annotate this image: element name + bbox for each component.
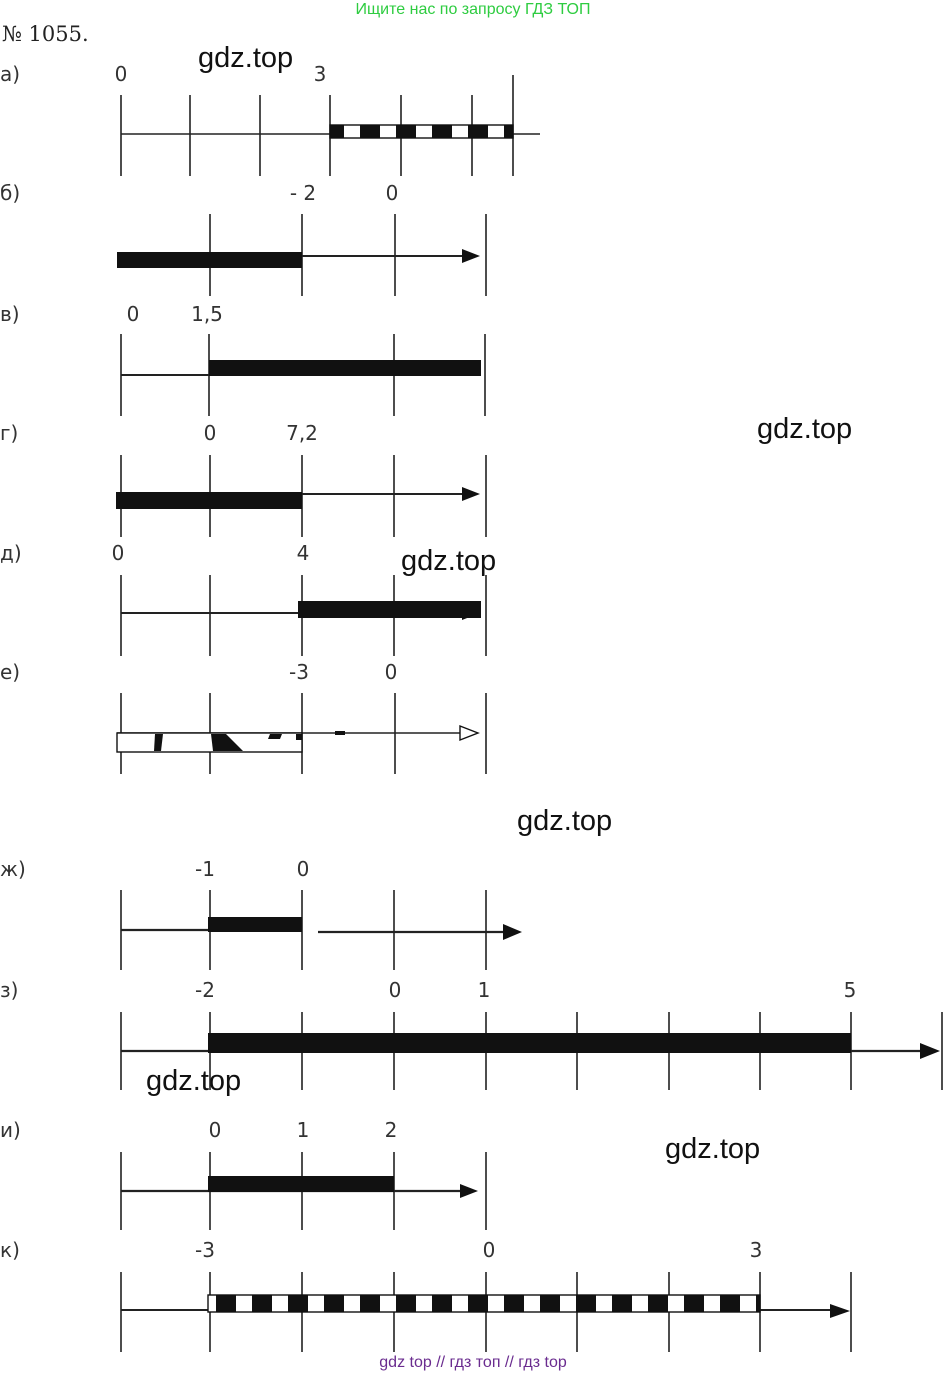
part-label-d: д)	[0, 541, 22, 565]
solution-interval	[116, 732, 303, 753]
number-line-zh	[120, 890, 522, 970]
tick-number: -3	[289, 660, 309, 684]
tick-number: 0	[208, 1118, 222, 1142]
number-line-e	[116, 693, 487, 774]
tick-number: 0	[111, 541, 125, 565]
tick-number: 0	[482, 1238, 496, 1262]
number-line-d	[120, 575, 487, 656]
watermark: gdz.top	[198, 42, 294, 74]
number-line-v	[120, 334, 486, 416]
solution-interval	[329, 124, 514, 139]
tick-number: -2	[195, 978, 215, 1002]
part-label-v: в)	[0, 302, 20, 326]
tick-number: 0	[203, 421, 217, 445]
tick-number: -3	[195, 1238, 215, 1262]
tick-number: 1,5	[191, 302, 223, 326]
watermark: gdz.top	[401, 545, 497, 577]
exercise-title: № 1055.	[2, 22, 89, 46]
tick-number: 5	[843, 978, 857, 1002]
solution-interval	[116, 492, 302, 509]
tick-number: 0	[126, 302, 140, 326]
watermark: gdz.top	[757, 413, 853, 445]
tick-number: 0	[114, 62, 128, 86]
tick-number: 4	[296, 541, 310, 565]
footer-watermark: gdz top // гдз топ // гдз top	[379, 1354, 567, 1371]
solution-interval	[207, 1294, 761, 1313]
number-line-z	[120, 1012, 943, 1090]
part-label-z: з)	[0, 978, 19, 1002]
number-line-g	[116, 455, 487, 537]
tick-number: - 2	[289, 181, 317, 205]
tick-number: 1	[296, 1118, 310, 1142]
part-label-i: и)	[0, 1118, 21, 1142]
solution-interval	[298, 601, 481, 618]
tick-number: 7,2	[286, 421, 318, 445]
watermark: gdz.top	[146, 1065, 242, 1097]
solution-interval	[208, 917, 302, 932]
solution-interval	[208, 1176, 394, 1192]
part-label-e: е)	[0, 660, 21, 684]
header-banner[interactable]: Ищите нас по запросу ГДЗ ТОП	[355, 1, 591, 18]
tick-number: 3	[313, 62, 327, 86]
tick-number: 1	[477, 978, 491, 1002]
watermark: gdz.top	[665, 1133, 761, 1165]
tick-number: 0	[388, 978, 402, 1002]
part-label-b: б)	[0, 181, 21, 205]
watermark: gdz.top	[517, 805, 613, 837]
tick-number: 3	[749, 1238, 763, 1262]
number-line-a	[120, 75, 540, 176]
part-label-k: к)	[0, 1238, 20, 1262]
tick-number: -1	[195, 857, 215, 881]
number-line-b	[117, 214, 487, 296]
solution-interval	[117, 252, 302, 268]
solution-interval	[209, 360, 481, 376]
solution-interval	[208, 1033, 851, 1053]
number-line-k	[120, 1272, 852, 1352]
tick-number: 0	[384, 660, 398, 684]
number-line-i	[120, 1152, 487, 1230]
part-label-zh: ж)	[0, 857, 26, 881]
part-label-a: а)	[0, 62, 21, 86]
tick-number: 0	[385, 181, 399, 205]
part-label-g: г)	[0, 421, 19, 445]
tick-number: 0	[296, 857, 310, 881]
tick-number: 2	[384, 1118, 398, 1142]
